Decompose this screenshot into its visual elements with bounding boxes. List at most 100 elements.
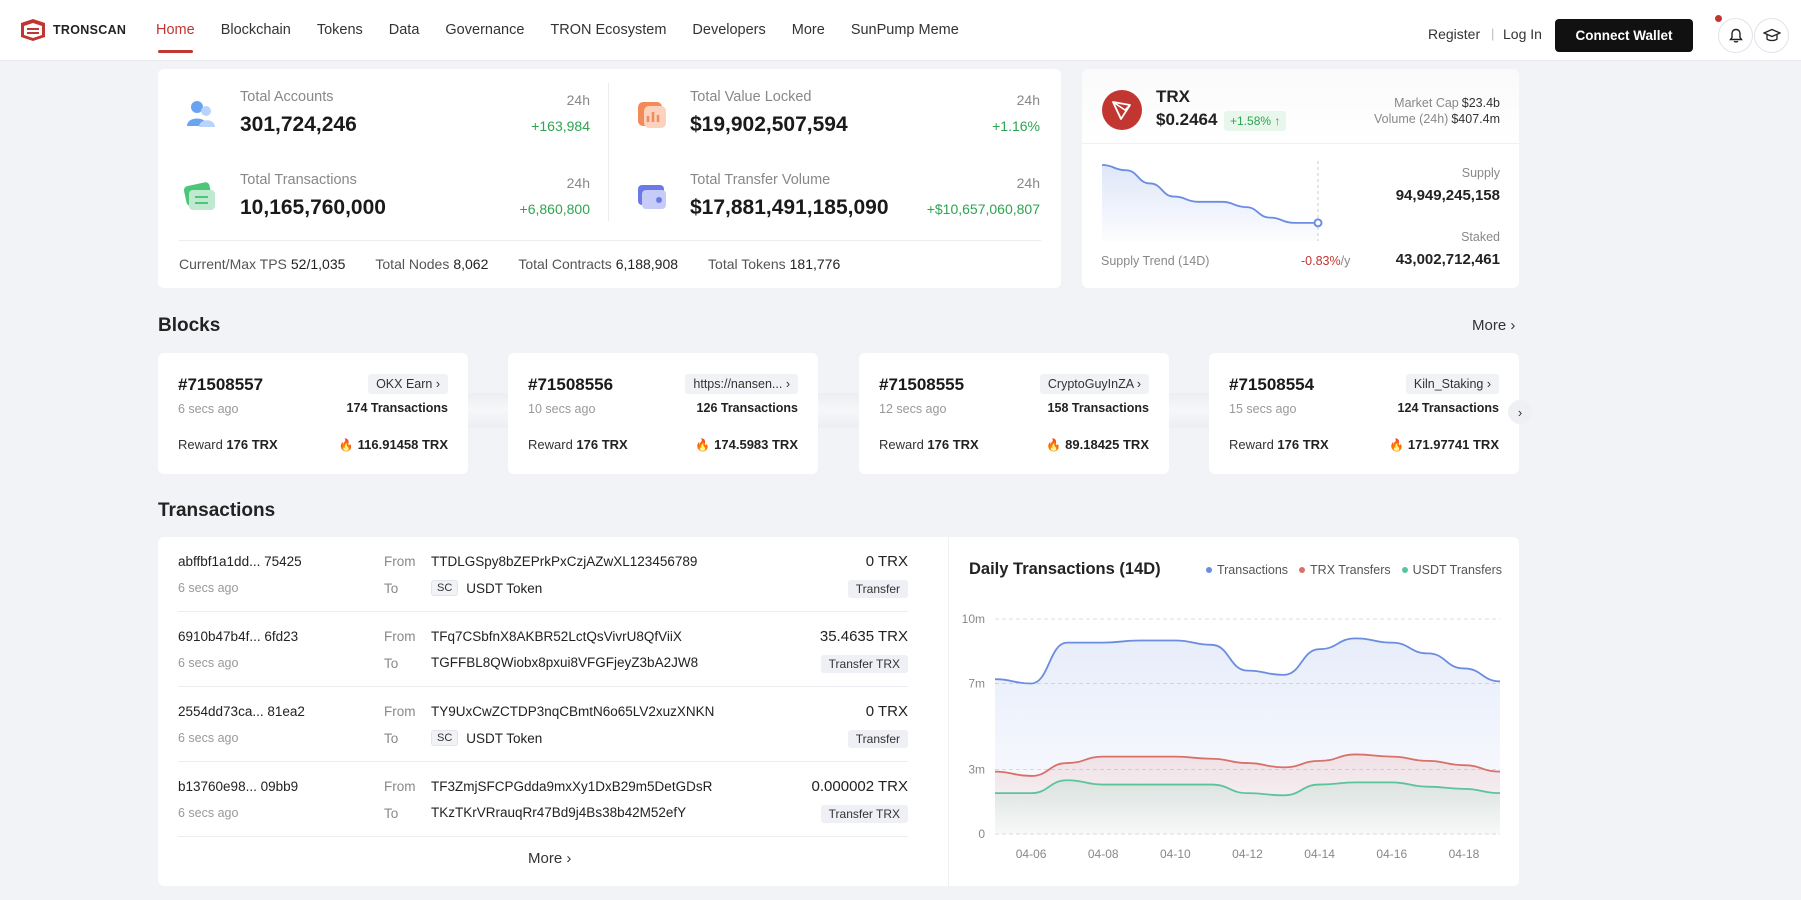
x-tick-label: 04-14	[1304, 847, 1335, 861]
metric-contracts[interactable]: Total Contracts 6,188,908	[518, 256, 679, 272]
chevron-right-icon: ›	[1517, 404, 1523, 420]
legend-usdt-transfers[interactable]: USDT Transfers	[1401, 563, 1502, 577]
tx-time: 6 secs ago	[178, 581, 239, 595]
block-producer[interactable]: OKX Earn ›	[368, 374, 448, 394]
table-row[interactable]: 2554dd73ca... 81ea2 6 secs ago From To T…	[178, 687, 908, 762]
block-time: 10 secs ago	[528, 402, 596, 416]
tx-from-address[interactable]: TFq7CSbfnX8AKBR52LctQsVivrU8QfViiX	[431, 629, 682, 644]
table-row[interactable]: abffbf1a1dd... 75425 6 secs ago From To …	[178, 537, 908, 612]
tx-type-badge: Transfer TRX	[820, 805, 908, 823]
tronscan-logo[interactable]: TRONSCAN	[19, 18, 126, 42]
header-separator: |	[1491, 26, 1495, 41]
tx-from-address[interactable]: TF3ZmjSFCPGdda9mxXy1DxB29m5DetGDsR	[431, 779, 713, 794]
tx-to-address[interactable]: TKzTKrVRrauqRr47Bd9j4Bs38b42M52efY	[431, 805, 687, 820]
block-time: 6 secs ago	[178, 402, 239, 416]
staked-label: Staked	[1461, 230, 1500, 244]
block-number[interactable]: #71508557	[178, 375, 264, 394]
block-number[interactable]: #71508556	[528, 375, 614, 394]
tx-to[interactable]: SC USDT Token	[431, 580, 542, 596]
block-card[interactable]: #71508557 OKX Earn › 6 secs ago 174 Tran…	[158, 353, 468, 474]
block-card[interactable]: #71508556 https://nansen... › 10 secs ag…	[508, 353, 818, 474]
metric-tokens[interactable]: Total Tokens 181,776	[708, 256, 841, 272]
transfer-volume-icon	[638, 185, 666, 209]
tx-to-address[interactable]: USDT Token	[466, 730, 543, 746]
stat-period: 24h	[566, 175, 590, 191]
tx-hash[interactable]: b13760e98... 09bb9	[178, 779, 299, 794]
block-number[interactable]: #71508554	[1229, 375, 1315, 394]
block-producer[interactable]: https://nansen... ›	[685, 374, 798, 394]
login-link[interactable]: Log In	[1503, 26, 1542, 42]
block-reward: Reward 176 TRX	[879, 437, 979, 452]
blocks-more-link[interactable]: More ›	[1472, 317, 1516, 334]
chart-legend: Transactions TRX Transfers USDT Transfer…	[1205, 563, 1502, 577]
block-time: 15 secs ago	[1229, 402, 1297, 416]
blocks-next-button[interactable]: ›	[1508, 400, 1532, 424]
block-tx-count[interactable]: 174 Transactions	[346, 401, 448, 415]
tx-from-address[interactable]: TY9UxCwZCTDP3nqCBmtN6o65LV2xuzXNKN	[431, 704, 715, 719]
from-label: From	[384, 554, 416, 569]
stat-period: 24h	[566, 92, 590, 108]
tx-to[interactable]: TGFFBL8QWiobx8pxui8VFGFjeyZ3bA2JW8	[431, 655, 698, 670]
nav-home[interactable]: Home	[156, 0, 208, 61]
notifications-button[interactable]	[1718, 18, 1753, 53]
metric-nodes[interactable]: Total Nodes 8,062	[375, 256, 489, 272]
nav-sunpump-meme[interactable]: SunPump Meme	[850, 22, 959, 38]
block-reward: Reward 176 TRX	[528, 437, 628, 452]
tx-from-address[interactable]: TTDLGSpy8bZEPrkPxCzjAZwXL123456789	[431, 554, 698, 569]
network-metrics: Current/Max TPS 52/1,035 Total Nodes 8,062…	[179, 256, 870, 272]
stat-value: $17,881,491,185,090	[690, 196, 889, 219]
nav-governance[interactable]: Governance	[445, 22, 525, 38]
series-usdt-transfers-area	[995, 780, 1500, 834]
tx-to[interactable]: TKzTKrVRrauqRr47Bd9j4Bs38b42M52efY	[431, 805, 686, 820]
legend-transactions[interactable]: Transactions	[1205, 563, 1288, 577]
tx-to-address[interactable]: TGFFBL8QWiobx8pxui8VFGFjeyZ3bA2JW8	[431, 655, 699, 670]
value-locked-icon	[638, 102, 666, 128]
table-row[interactable]: b13760e98... 09bb9 6 secs ago From To TF…	[178, 762, 908, 837]
trx-price-card[interactable]: TRX $0.2464 +1.58% ↑ Market Cap $23.4b Vo…	[1082, 69, 1519, 288]
metric-tps[interactable]: Current/Max TPS 52/1,035	[179, 256, 346, 272]
stat-label: Total Transfer Volume	[690, 172, 831, 188]
stat-change: +6,860,800	[519, 201, 590, 217]
graduation-cap-icon	[1762, 28, 1781, 41]
nav-data[interactable]: Data	[388, 22, 420, 38]
nav-blockchain[interactable]: Blockchain	[220, 22, 291, 38]
block-tx-count[interactable]: 124 Transactions	[1397, 401, 1499, 415]
supply-trend-value: -0.83%/y	[1301, 254, 1351, 268]
connect-wallet-button[interactable]: Connect Wallet	[1555, 19, 1693, 52]
tx-hash[interactable]: 2554dd73ca... 81ea2	[178, 704, 305, 719]
academy-button[interactable]	[1754, 18, 1789, 53]
x-tick-label: 04-12	[1232, 847, 1263, 861]
tx-hash[interactable]: 6910b47b4f... 6fd23	[178, 629, 299, 644]
nav-tokens[interactable]: Tokens	[316, 22, 363, 38]
tx-to-address[interactable]: USDT Token	[466, 580, 543, 596]
stat-value: 10,165,760,000	[240, 196, 386, 219]
block-card[interactable]: #71508555 CryptoGuyInZA › 12 secs ago 15…	[859, 353, 1169, 474]
block-number[interactable]: #71508555	[879, 375, 965, 394]
tx-hash[interactable]: abffbf1a1dd... 75425	[178, 554, 302, 569]
block-producer[interactable]: CryptoGuyInZA ›	[1039, 374, 1149, 394]
series-trx-transfers-line[interactable]	[994, 753, 1501, 777]
legend-trx-transfers[interactable]: TRX Transfers	[1299, 563, 1391, 577]
register-link[interactable]: Register	[1428, 26, 1481, 42]
nav-developers[interactable]: Developers	[692, 22, 766, 38]
series-usdt-transfers-line[interactable]	[994, 779, 1501, 797]
stat-period: 24h	[1016, 92, 1040, 108]
block-producer[interactable]: Kiln_Staking ›	[1405, 374, 1499, 394]
supply-point[interactable]	[1313, 218, 1323, 228]
daily-transactions-chart: 0 3m 7m 10m 04-06 04-08 04-10 04-12 04-14 04-16 04…	[962, 612, 1501, 861]
block-tx-count[interactable]: 158 Transactions	[1047, 401, 1149, 415]
tx-to[interactable]: SC USDT Token	[431, 730, 542, 746]
nav-more[interactable]: More	[791, 22, 825, 38]
series-transactions-line[interactable]	[994, 637, 1501, 685]
stat-label: Total Transactions	[240, 172, 357, 188]
block-tx-count[interactable]: 126 Transactions	[696, 401, 798, 415]
fire-icon: 🔥	[1388, 437, 1404, 452]
table-row[interactable]: 6910b47b4f... 6fd23 6 secs ago From To T…	[178, 612, 908, 687]
transactions-more-link[interactable]: More ›	[528, 850, 572, 867]
block-card[interactable]: #71508554 Kiln_Staking › 15 secs ago 124…	[1209, 353, 1519, 474]
y-tick-label: 7m	[968, 677, 985, 691]
trx-price-change: +1.58% ↑	[1224, 111, 1287, 131]
trx-logo-icon	[1102, 90, 1142, 130]
fire-icon: 🔥	[338, 437, 354, 452]
nav-tron-ecosystem[interactable]: TRON Ecosystem	[550, 22, 667, 38]
